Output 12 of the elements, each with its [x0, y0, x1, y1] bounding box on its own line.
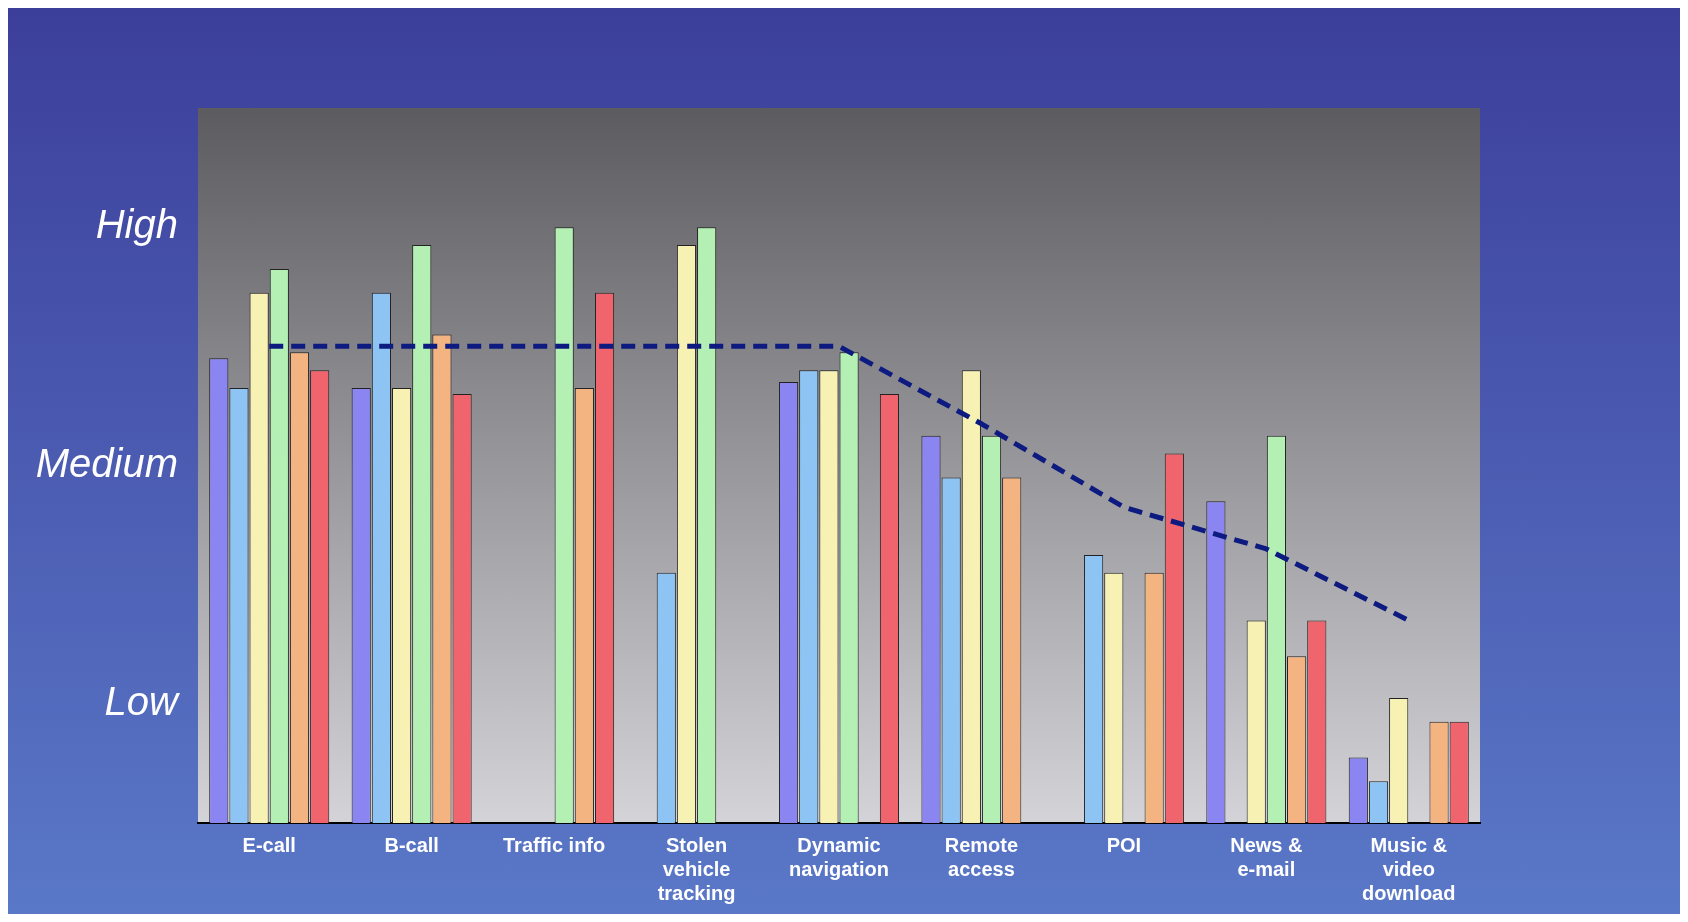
x-tick-label: Remote access — [944, 833, 1019, 880]
x-tick-label: E-call — [242, 833, 296, 856]
x-tick-label: POI — [1106, 833, 1142, 856]
x-tick-label: B-call — [384, 833, 439, 856]
text: High — [95, 202, 178, 247]
text: Low — [104, 678, 182, 723]
x-tick-label: Dynamic navigation — [788, 833, 890, 880]
x-tick-label: Music & video download — [1362, 833, 1456, 904]
x-tick-label: Stolen vehicle tracking — [657, 833, 736, 904]
x-tick-label: News & e-mail — [1230, 833, 1303, 880]
text: Medium — [35, 440, 178, 485]
x-tick-label: Traffic info — [502, 833, 606, 856]
